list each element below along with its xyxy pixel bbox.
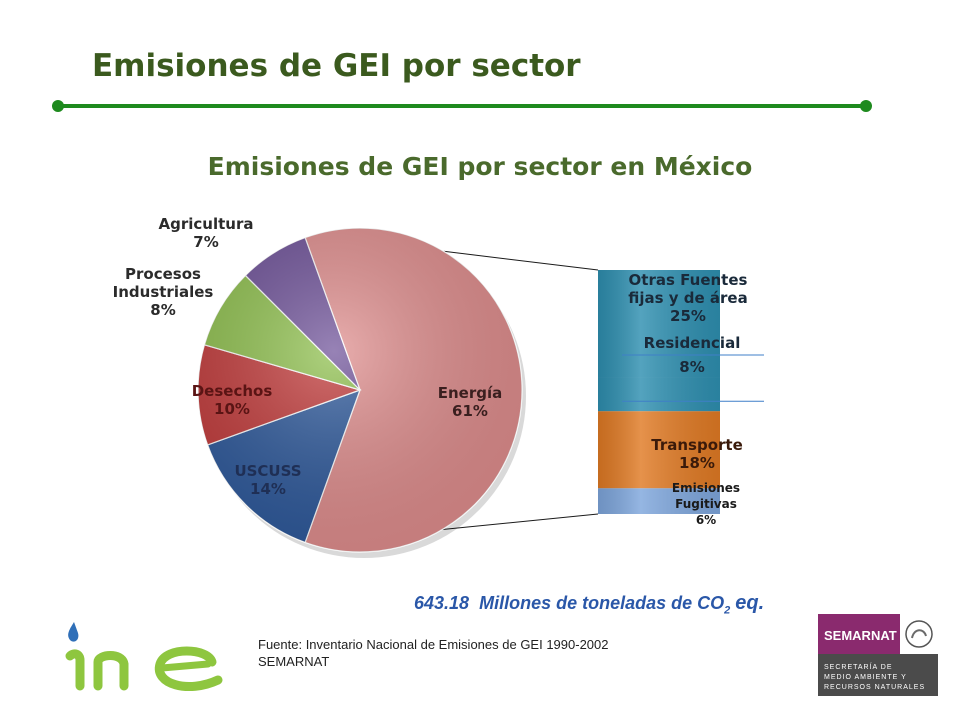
total-sub: 2 <box>724 604 731 617</box>
slide-title: Emisiones de GEI por sector <box>92 48 581 84</box>
source-line-1: Fuente: Inventario Nacional de Emisiones… <box>258 637 609 652</box>
source-line-2: SEMARNAT <box>258 654 330 669</box>
pie-label-procesos-industriales: Procesos Industriales 8% <box>113 265 214 319</box>
bar-label-emisiones-fugitivas: Emisiones Fugitivas 6% <box>672 481 740 527</box>
source-note: Fuente: Inventario Nacional de Emisiones… <box>258 636 609 670</box>
semarnat-line-1: SECRETARÍA DE <box>824 662 893 671</box>
semarnat-wordmark: SEMARNAT <box>824 628 897 643</box>
total-unit: Millones de toneladas de CO <box>479 593 725 613</box>
pie-label-agricultura: Agricultura 7% <box>159 215 254 251</box>
bar-label-residencial: Residencial 8% <box>644 334 741 376</box>
semarnat-logo: SEMARNAT SECRETARÍA DE MEDIO AMBIENTE Y … <box>818 614 938 696</box>
ine-logo <box>65 622 223 691</box>
title-divider <box>52 100 872 112</box>
total-eq: eq. <box>735 592 765 614</box>
pie-label-energia: Energía 61% <box>438 384 503 420</box>
chart-title: Emisiones de GEI por sector en México <box>207 152 753 181</box>
total-emissions: 643.18 Millones de toneladas de CO2 eq. <box>414 592 764 617</box>
bar-label-transporte: Transporte 18% <box>651 436 743 472</box>
semarnat-line-3: RECURSOS NATURALES <box>824 684 925 691</box>
semarnat-line-2: MEDIO AMBIENTE Y <box>824 674 907 681</box>
pie-label-uscuss: USCUSS 14% <box>234 462 301 498</box>
pie-shading <box>198 228 522 552</box>
bar-shading <box>598 270 720 514</box>
pie-label-desechos: Desechos 10% <box>192 382 273 418</box>
bar-label-otras-fuentes-fijas-y-de-area: Otras Fuentes fijas y de área 25% <box>628 271 747 325</box>
total-value: 643.18 <box>414 593 470 613</box>
